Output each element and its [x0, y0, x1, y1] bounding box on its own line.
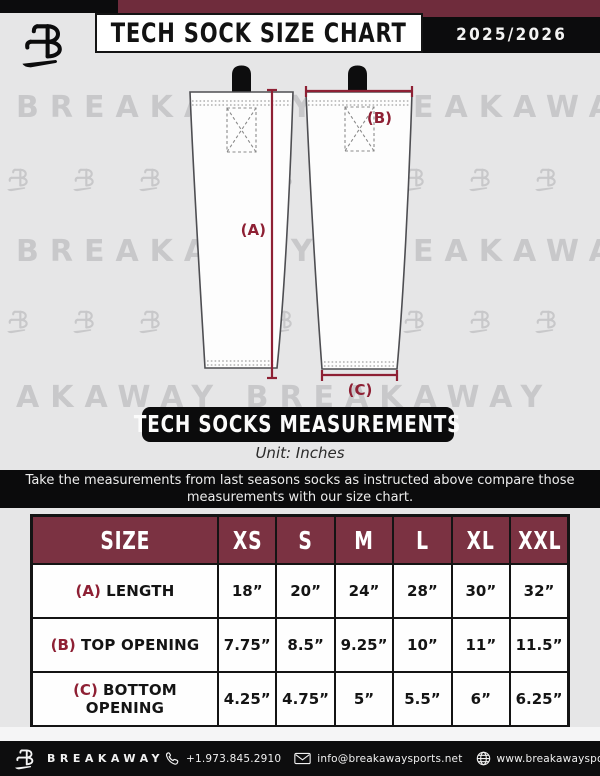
- cell-length-xl: 30”: [450, 563, 512, 619]
- row-label-length: (A) LENGTH: [30, 563, 219, 619]
- cell-length-s: 20”: [275, 563, 336, 619]
- cell-length-m: 24”: [333, 563, 395, 619]
- table-row-bottom-opening: (C) BOTTOM OPENING 4.25” 4.75” 5” 5.5” 6…: [30, 671, 570, 728]
- unit-note: Unit: Inches: [255, 444, 345, 462]
- cell-top-xxl: 11.5”: [509, 617, 570, 673]
- season-badge: 2025/2026: [423, 17, 600, 53]
- header-cell-xs: XS: [216, 514, 278, 565]
- header-cell-xl: XL: [450, 514, 512, 565]
- measurements-banner-label: TECH SOCKS MEASUREMENTS: [134, 411, 462, 438]
- row-label-bottom-opening: (C) BOTTOM OPENING: [30, 671, 219, 728]
- sock-diagram-right: (B) (C): [304, 65, 414, 399]
- measure-label-a: (A): [241, 221, 266, 239]
- cell-top-l: 10”: [392, 617, 453, 673]
- measurements-banner: TECH SOCKS MEASUREMENTS: [134, 407, 461, 442]
- footer-website-link[interactable]: www.breakawaysports.net: [476, 751, 600, 766]
- table-row-length: (A) LENGTH 18” 20” 24” 28” 30” 32”: [30, 563, 570, 619]
- cell-top-xs: 7.75”: [216, 617, 278, 673]
- cell-length-l: 28”: [392, 563, 453, 619]
- watermark-text-row: BREAKAWAY BREAKAWAY: [16, 234, 600, 269]
- size-chart-table: SIZE XS S M L XL XXL (A) LENGTH 18” 20” …: [30, 514, 570, 728]
- page-title-box: TECH SOCK SIZE CHART: [95, 13, 423, 53]
- footer-divider-strip: [0, 727, 600, 741]
- watermark-b-icon: [468, 307, 495, 336]
- globe-icon: [476, 751, 490, 766]
- measure-label-c: (C): [348, 381, 373, 399]
- footer-website-text: www.breakawaysports.net: [496, 752, 600, 765]
- footer-bar: BREAKAWAY +1.973.845.2910 info@breakaway…: [0, 741, 600, 776]
- watermark-b-icon: [534, 165, 561, 194]
- footer-phone-text: +1.973.845.2910: [186, 752, 282, 765]
- sock-measurement-diagram: (A) (B) (C): [189, 65, 414, 399]
- cell-bottom-xs: 4.25”: [216, 671, 278, 728]
- cell-bottom-s: 4.75”: [275, 671, 336, 728]
- email-icon: [294, 752, 311, 765]
- cell-bottom-xxl: 6.25”: [509, 671, 570, 728]
- footer-contacts: +1.973.845.2910 info@breakawaysports.net…: [164, 751, 600, 767]
- measure-label-b: (B): [367, 109, 392, 127]
- cell-length-xs: 18”: [216, 563, 278, 619]
- cell-top-m: 9.25”: [333, 617, 395, 673]
- page-title: TECH SOCK SIZE CHART: [111, 17, 407, 49]
- watermark-b-icon: [72, 307, 99, 336]
- header-cell-m: M: [333, 514, 395, 565]
- footer-brand-wordmark: BREAKAWAY: [47, 752, 164, 765]
- footer-b-logo-icon: [14, 746, 38, 772]
- watermark-b-icon: [72, 165, 99, 194]
- header-cell-s: S: [275, 514, 336, 565]
- header-cell-l: L: [392, 514, 453, 565]
- cell-bottom-xl: 6”: [450, 671, 512, 728]
- watermark-b-icon: [468, 165, 495, 194]
- sock-diagram-left: (A): [189, 65, 294, 380]
- brand-b-logo-icon: [20, 16, 72, 74]
- footer-email-text: info@breakawaysports.net: [317, 752, 463, 765]
- table-row-top-opening: (B) TOP OPENING 7.75” 8.5” 9.25” 10” 11”…: [30, 617, 570, 673]
- cell-top-xl: 11”: [450, 617, 512, 673]
- instruction-bar: Take the measurements from last seasons …: [0, 470, 600, 508]
- instruction-line-2: measurements with our size chart.: [186, 490, 414, 505]
- table-header-row: SIZE XS S M L XL XXL: [30, 514, 570, 565]
- cell-bottom-m: 5”: [333, 671, 395, 728]
- header-cell-size: SIZE: [30, 514, 219, 565]
- cell-length-xxl: 32”: [509, 563, 570, 619]
- season-label: 2025/2026: [455, 25, 568, 45]
- row-label-top-opening: (B) TOP OPENING: [30, 617, 219, 673]
- header-cell-xxl: XXL: [509, 514, 570, 565]
- footer-phone-link[interactable]: +1.973.845.2910: [164, 751, 281, 767]
- cell-bottom-l: 5.5”: [392, 671, 453, 728]
- instruction-line-1: Take the measurements from last seasons …: [25, 473, 575, 488]
- watermark-b-icon: [6, 307, 33, 336]
- cell-top-s: 8.5”: [275, 617, 336, 673]
- header-black-strip: [0, 0, 118, 13]
- footer-email-link[interactable]: info@breakawaysports.net: [294, 752, 462, 765]
- watermark-b-icon: [534, 307, 561, 336]
- phone-icon: [165, 751, 179, 765]
- watermark-b-icon: [6, 165, 33, 194]
